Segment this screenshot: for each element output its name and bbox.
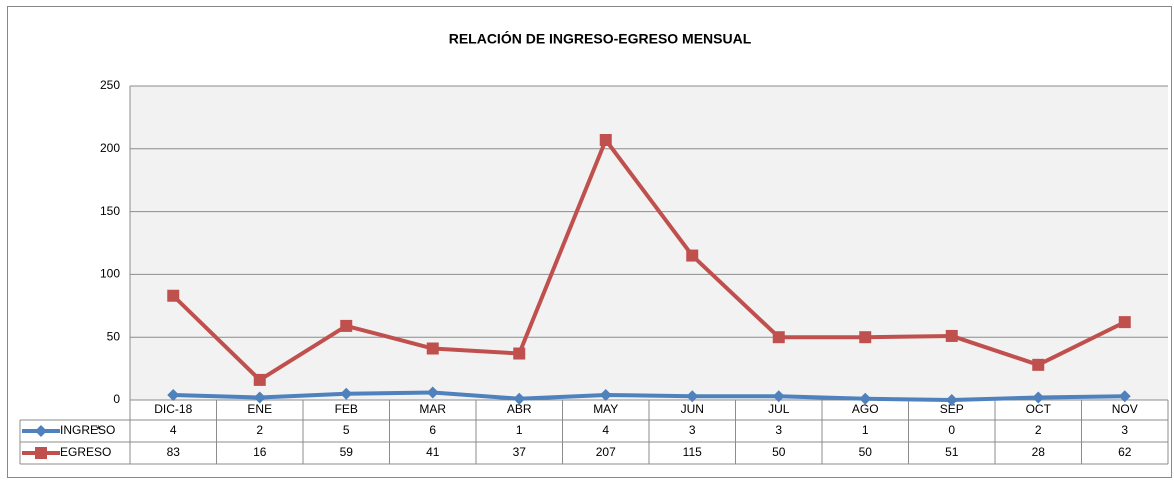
- marker: [599, 388, 612, 401]
- y-tick-label: 0: [113, 392, 120, 406]
- marker: [859, 392, 872, 405]
- table-value: 28: [1032, 445, 1046, 459]
- table-value: 83: [167, 445, 181, 459]
- table-value: 4: [602, 423, 609, 437]
- table-value: 2: [256, 423, 263, 437]
- marker: [772, 390, 785, 403]
- chart-title: RELACIÓN DE INGRESO-EGRESO MENSUAL: [449, 30, 752, 47]
- y-tick-label: 50: [107, 329, 121, 343]
- marker: [426, 342, 439, 355]
- x-tick-label: MAR: [419, 402, 446, 416]
- table-value: 62: [1118, 445, 1132, 459]
- y-tick-label: 150: [100, 204, 120, 218]
- marker: [772, 331, 785, 344]
- x-tick-label: FEB: [335, 402, 358, 416]
- marker: [340, 319, 353, 332]
- y-tick-label: 200: [100, 141, 120, 155]
- marker: [340, 387, 353, 400]
- marker: [513, 392, 526, 405]
- marker: [253, 391, 266, 404]
- marker: [1118, 316, 1131, 329]
- table-value: 3: [689, 423, 696, 437]
- table-value: 2: [1035, 423, 1042, 437]
- table-value: 50: [859, 445, 873, 459]
- marker: [599, 134, 612, 147]
- table-value: 3: [775, 423, 782, 437]
- legend-label: EGRESO: [60, 445, 111, 459]
- marker: [945, 394, 958, 406]
- annotation: *: [96, 423, 101, 437]
- table-value: 115: [683, 445, 702, 459]
- table-value: 4: [170, 423, 177, 437]
- marker: [167, 388, 180, 401]
- table-value: 1: [862, 423, 869, 437]
- x-tick-label: JUL: [768, 402, 790, 416]
- y-tick-label: 100: [100, 267, 120, 281]
- marker: [35, 425, 47, 437]
- marker: [513, 347, 526, 360]
- x-tick-label: OCT: [1026, 402, 1052, 416]
- x-tick-label: ABR: [507, 402, 532, 416]
- marker: [167, 289, 180, 302]
- marker: [1032, 391, 1045, 404]
- table-value: 5: [343, 423, 350, 437]
- x-tick-label: MAY: [593, 402, 618, 416]
- marker: [945, 329, 958, 342]
- x-tick-label: DIC-18: [154, 402, 192, 416]
- legend-label: INGRESO: [60, 423, 115, 437]
- series-line: [171, 138, 1126, 382]
- plot-area: [130, 86, 1168, 400]
- table-value: 41: [426, 445, 440, 459]
- table-value: 207: [596, 445, 616, 459]
- table-value: 1: [516, 423, 523, 437]
- table-value: 6: [429, 423, 436, 437]
- marker: [253, 373, 266, 386]
- marker: [1118, 390, 1131, 403]
- marker: [1032, 358, 1045, 371]
- y-tick-label: 250: [100, 78, 120, 92]
- table-value: 59: [340, 445, 354, 459]
- marker: [426, 386, 439, 399]
- x-tick-label: JUN: [681, 402, 704, 416]
- series-line: [173, 390, 1125, 402]
- x-tick-label: ENE: [247, 402, 272, 416]
- marker: [35, 447, 47, 459]
- table-value: 51: [945, 445, 959, 459]
- table-value: 50: [772, 445, 786, 459]
- x-tick-label: AGO: [852, 402, 879, 416]
- x-tick-label: NOV: [1112, 402, 1138, 416]
- table-value: 0: [948, 423, 955, 437]
- table-value: 3: [1121, 423, 1128, 437]
- table-value: 37: [513, 445, 527, 459]
- table-value: 16: [253, 445, 267, 459]
- marker: [686, 249, 699, 262]
- marker: [686, 390, 699, 403]
- x-tick-label: SEP: [940, 402, 964, 416]
- marker: [859, 331, 872, 344]
